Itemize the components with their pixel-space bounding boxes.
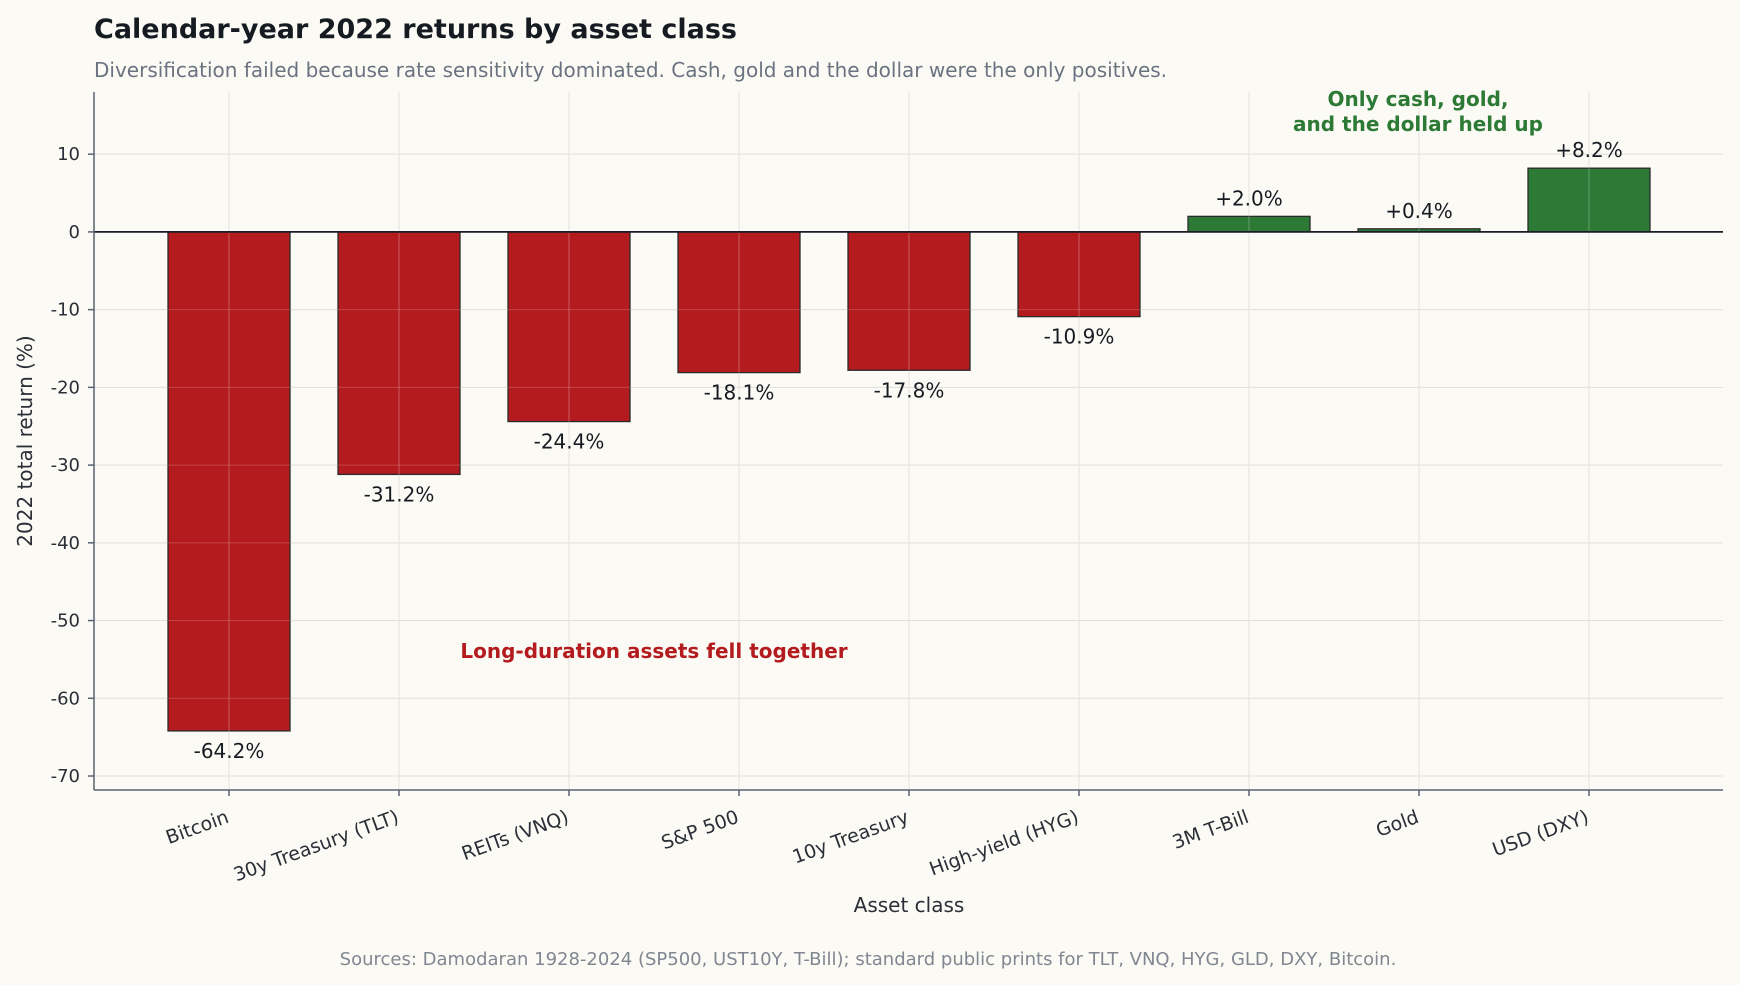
value-label: +0.4% xyxy=(1385,199,1453,223)
annotation-positive-line2: and the dollar held up xyxy=(1293,112,1543,136)
x-tick-label: 10y Treasury xyxy=(790,806,912,868)
value-label: -17.8% xyxy=(874,378,945,402)
x-axis-title: Asset class xyxy=(854,893,965,917)
x-tick-label: USD (DXY) xyxy=(1490,806,1592,861)
x-tick-label: REITs (VNQ) xyxy=(459,806,572,865)
value-label: +2.0% xyxy=(1215,186,1283,210)
value-labels: -64.2% -31.2% -24.4% -18.1% -17.8% -10.9% +2.0… xyxy=(194,138,1623,763)
source-note: Sources: Damodaran 1928-2024 (SP500, UST… xyxy=(340,949,1397,970)
y-ticks: 10 0 -10 -20 -30 -40 -50 -60 -70 xyxy=(51,144,94,787)
chart-subtitle: Diversification failed because rate sens… xyxy=(94,58,1167,82)
y-axis-title: 2022 total return (%) xyxy=(13,335,37,546)
y-tick-label: -30 xyxy=(51,455,80,476)
chart-title: Calendar-year 2022 returns by asset clas… xyxy=(94,14,737,45)
grid xyxy=(94,92,1723,790)
x-tick-label: 30y Treasury (TLT) xyxy=(231,806,402,886)
value-label: -24.4% xyxy=(534,430,605,454)
y-tick-label: 0 xyxy=(69,222,80,243)
bar xyxy=(677,231,801,374)
x-tick-label: Gold xyxy=(1373,806,1422,842)
bars xyxy=(94,92,1723,790)
value-label: -10.9% xyxy=(1044,325,1115,349)
x-tick-label: Bitcoin xyxy=(163,806,232,849)
y-tick-label: -60 xyxy=(51,688,80,709)
value-label: -18.1% xyxy=(704,381,775,405)
annotation-negative: Long-duration assets fell together xyxy=(460,639,847,663)
y-tick-label: -70 xyxy=(51,766,80,787)
y-tick-label: -10 xyxy=(51,300,80,321)
bar xyxy=(1017,231,1141,318)
value-label: +8.2% xyxy=(1555,138,1623,162)
y-tick-label: -40 xyxy=(51,533,80,554)
bar xyxy=(1527,167,1651,233)
y-tick-label: -50 xyxy=(51,611,80,632)
y-tick-label: -20 xyxy=(51,377,80,398)
x-tick-label: S&P 500 xyxy=(658,806,741,854)
x-tick-label: 3M T-Bill xyxy=(1170,806,1252,854)
value-label: -64.2% xyxy=(194,739,265,763)
x-tick-label: High-yield (HYG) xyxy=(926,806,1081,880)
y-tick-label: 10 xyxy=(57,144,80,165)
value-label: -31.2% xyxy=(364,482,435,506)
annotation-positive-line1: Only cash, gold, xyxy=(1328,87,1509,111)
bar xyxy=(847,231,971,371)
